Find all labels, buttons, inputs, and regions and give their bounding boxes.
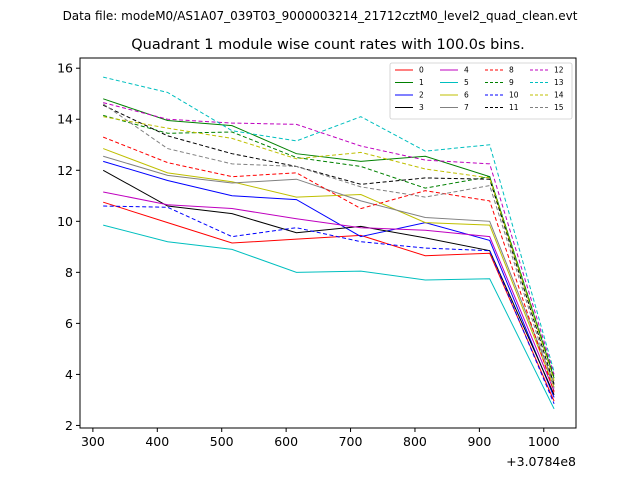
x-tick-label: 800 — [403, 434, 427, 449]
series-line-1 — [103, 98, 555, 379]
series-line-8 — [103, 136, 555, 393]
y-tick-label: 12 — [57, 163, 73, 178]
series-line-15 — [102, 103, 555, 389]
x-tick-label: 400 — [145, 434, 169, 449]
legend-label-6: 6 — [464, 91, 469, 100]
series-line-9 — [103, 114, 555, 378]
legend-label-8: 8 — [509, 66, 514, 75]
legend-label-12: 12 — [554, 66, 564, 75]
legend-label-14: 14 — [554, 91, 564, 100]
x-tick-label: 600 — [274, 434, 298, 449]
x-tick-label: 1000 — [528, 434, 560, 449]
legend-label-4: 4 — [464, 66, 469, 75]
series-line-12 — [103, 102, 555, 375]
legend-label-11: 11 — [509, 103, 519, 112]
series-line-4 — [103, 191, 555, 392]
legend-label-5: 5 — [464, 78, 469, 87]
legend-label-7: 7 — [464, 103, 469, 112]
x-tick-label: 700 — [339, 434, 363, 449]
legend-box — [389, 62, 573, 120]
legend-label-1: 1 — [419, 78, 424, 87]
legend-label-0: 0 — [419, 66, 424, 75]
legend-label-9: 9 — [509, 78, 514, 87]
legend-label-2: 2 — [419, 91, 424, 100]
legend-label-15: 15 — [554, 103, 564, 112]
chart-title: Quadrant 1 module wise count rates with … — [131, 37, 525, 53]
y-tick-label: 6 — [65, 316, 73, 331]
series-line-10 — [103, 205, 555, 404]
legend-label-13: 13 — [554, 78, 564, 87]
y-tick-label: 10 — [57, 214, 73, 229]
y-tick-label: 8 — [65, 265, 73, 280]
legend-label-3: 3 — [419, 103, 424, 112]
x-tick-label: 300 — [81, 434, 105, 449]
series-line-3 — [102, 169, 555, 396]
series-line-5 — [103, 224, 555, 410]
series-line-0 — [103, 201, 555, 402]
x-tick-label: 500 — [210, 434, 234, 449]
chart-suptitle: Data file: modeM0/AS1A07_039T03_90000032… — [63, 9, 578, 23]
y-tick-label: 2 — [65, 418, 73, 433]
series-line-13 — [103, 76, 555, 372]
legend-label-10: 10 — [509, 91, 519, 100]
x-tick-label: 900 — [467, 434, 491, 449]
series-line-11 — [102, 104, 555, 385]
series-line-14 — [103, 116, 555, 381]
series-line-2 — [103, 160, 555, 398]
series-line-7 — [103, 155, 555, 384]
x-offset-label: +3.0784e8 — [506, 454, 576, 469]
y-tick-label: 4 — [65, 367, 73, 382]
series-line-6 — [103, 148, 555, 388]
y-tick-label: 14 — [57, 112, 73, 127]
plot-frame — [79, 57, 577, 429]
y-tick-label: 16 — [57, 61, 73, 76]
